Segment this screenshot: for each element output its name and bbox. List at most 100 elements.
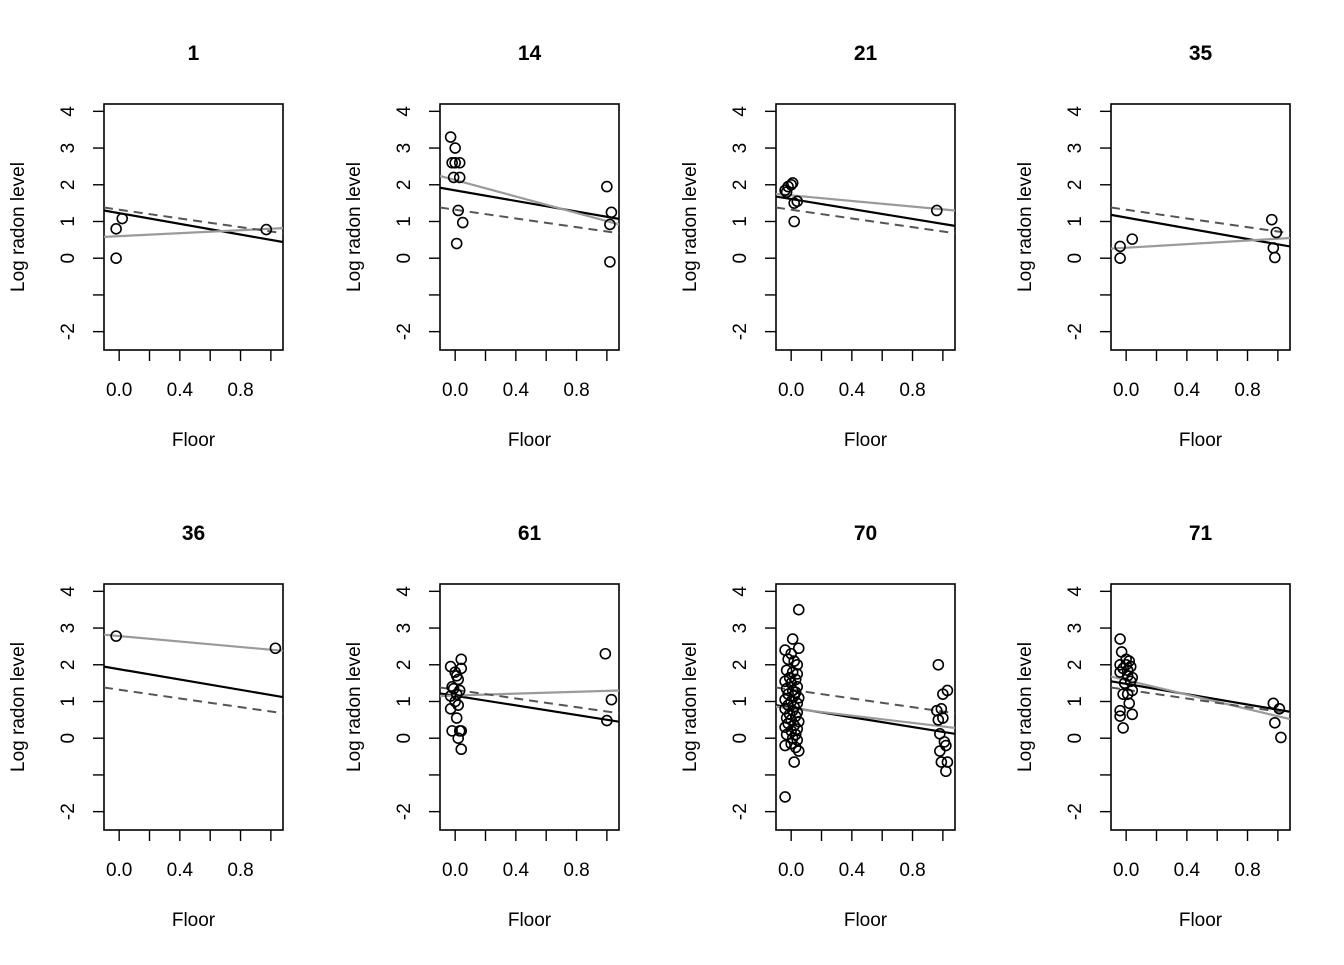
y-tick-label: -2: [58, 323, 79, 340]
data-point: [116, 212, 129, 225]
data-point: [110, 252, 122, 265]
regression-line-dashed: [1111, 686, 1290, 715]
data-point: [453, 684, 466, 697]
y-tick-label: 4: [394, 586, 415, 597]
y-axis-label: Log radon level: [8, 162, 29, 292]
regression-line-dashed: [440, 206, 619, 235]
data-point: [452, 732, 465, 745]
data-point: [447, 171, 460, 184]
x-tick-label: 0.8: [563, 380, 589, 401]
data-point: [450, 712, 463, 724]
data-point: [455, 725, 468, 737]
regression-line-gray: [104, 633, 283, 652]
y-axis-label: Log radon level: [1015, 642, 1036, 772]
y-tick-label: 0: [730, 733, 751, 744]
plot-frame: [1110, 103, 1291, 351]
y-tick-label: -2: [730, 323, 751, 340]
data-point: [444, 131, 457, 143]
x-tick-label: 0.8: [899, 380, 925, 401]
data-point: [779, 675, 791, 688]
data-point: [792, 642, 805, 655]
data-point: [1265, 213, 1278, 226]
y-axis-label: Log radon level: [344, 162, 365, 292]
x-tick-label: 0.0: [442, 380, 468, 401]
panel-title: 36: [182, 522, 205, 545]
data-point: [932, 658, 945, 671]
data-point: [605, 206, 618, 219]
x-tick-label: 0.0: [1113, 860, 1139, 881]
data-point: [447, 682, 460, 695]
data-point: [1126, 233, 1139, 245]
y-tick-label: 3: [1065, 623, 1086, 634]
y-tick-label: 1: [1065, 696, 1086, 707]
data-point: [782, 717, 794, 730]
data-point: [937, 712, 949, 724]
data-point: [789, 741, 802, 754]
data-point: [601, 714, 613, 727]
panel-1: 1 Floor Log radon level 0.0 0.4 0.8 -2 0 1 2 3 4: [8, 42, 284, 451]
data-point: [1115, 646, 1128, 658]
regression-line-dashed: [776, 686, 955, 715]
y-tick-label: 1: [58, 696, 79, 707]
x-tick-label: 0.0: [442, 860, 468, 881]
y-tick-label: 4: [730, 106, 751, 117]
x-tick-label: 0.4: [839, 860, 866, 881]
x-tick-label: 0.8: [899, 860, 925, 881]
x-axis-label: Floor: [844, 430, 888, 451]
data-point: [788, 756, 801, 768]
x-tick-label: 0.4: [167, 860, 194, 881]
x-tick-label: 0.0: [106, 380, 132, 401]
regression-line-black: [440, 186, 619, 221]
x-axis-label: Floor: [508, 910, 552, 931]
y-tick-label: 2: [1065, 659, 1086, 670]
panel-21: 21 Floor Log radon level 0.0 0.4 0.8 -2 0 1 2 3 4: [680, 42, 956, 451]
y-tick-label: 2: [730, 659, 751, 670]
x-tick-label: 0.8: [1234, 860, 1260, 881]
y-tick-label: 1: [730, 216, 751, 227]
regression-line-black: [104, 665, 283, 699]
panel-title: 35: [1189, 42, 1213, 65]
data-point: [605, 693, 618, 706]
y-tick-label: 4: [58, 586, 79, 597]
data-point: [1269, 251, 1281, 264]
x-tick-label: 0.0: [1113, 380, 1139, 401]
regression-line-black: [1111, 213, 1290, 248]
x-tick-label: 0.4: [1174, 380, 1201, 401]
x-axis-label: Floor: [172, 910, 216, 931]
data-point: [941, 756, 954, 768]
data-point: [1114, 658, 1126, 671]
data-point: [937, 688, 949, 700]
data-point: [785, 714, 797, 726]
y-tick-label: -2: [1065, 323, 1086, 340]
y-tick-label: 2: [730, 179, 751, 190]
regression-line-dashed: [440, 686, 619, 715]
data-point: [1114, 252, 1126, 265]
x-tick-label: 0.4: [839, 380, 866, 401]
data-point: [260, 223, 273, 236]
data-point: [455, 653, 468, 666]
panel-title: 61: [518, 522, 542, 545]
data-point: [455, 662, 468, 675]
data-point: [1114, 633, 1126, 645]
data-point: [1126, 708, 1139, 721]
panel-70: 70 Floor Log radon level 0.0 0.4 0.8 -2 0 1 2 3 4: [680, 522, 956, 931]
y-tick-label: 1: [730, 696, 751, 707]
y-tick-label: 4: [1065, 586, 1086, 597]
regression-line-dashed: [1111, 206, 1290, 235]
data-point: [940, 739, 952, 752]
data-point: [446, 156, 458, 169]
data-point: [450, 237, 463, 250]
data-point: [785, 647, 797, 660]
y-axis-label: Log radon level: [680, 162, 701, 292]
plot-frame: [439, 583, 620, 831]
x-tick-label: 0.0: [778, 860, 804, 881]
x-axis-label: Floor: [1179, 430, 1223, 451]
y-tick-label: -2: [394, 323, 415, 340]
y-tick-label: -2: [58, 803, 79, 820]
data-point: [780, 664, 793, 677]
x-tick-label: 0.4: [503, 380, 530, 401]
regression-line-gray: [1111, 236, 1290, 250]
y-tick-label: 1: [1065, 216, 1086, 227]
data-point: [779, 693, 791, 706]
